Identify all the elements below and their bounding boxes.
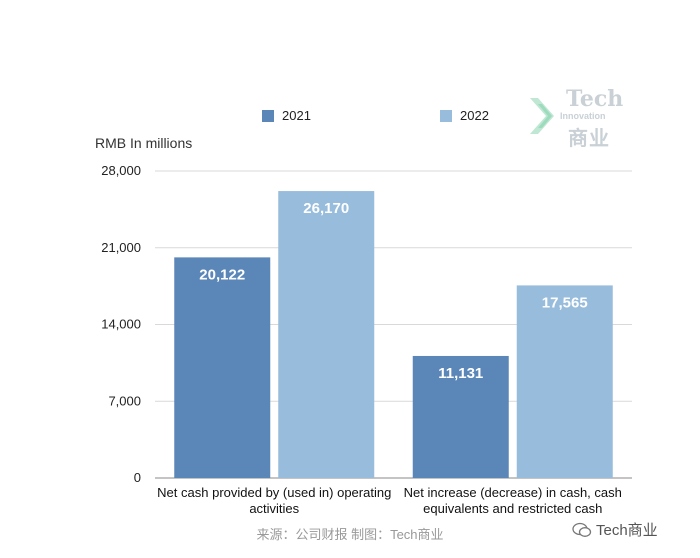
bar-value-label: 11,131 xyxy=(438,365,483,382)
bar-2022-cat0 xyxy=(278,191,375,478)
x-category-label: activities xyxy=(249,501,299,516)
bar-value-label: 17,565 xyxy=(542,294,588,311)
y-axis-ticks: 0 7,000 14,000 21,000 28,000 xyxy=(101,163,141,485)
legend-swatch-2021 xyxy=(262,109,274,122)
watermark: Tech商业 xyxy=(572,519,658,540)
y-tick-label: 7,000 xyxy=(108,393,141,408)
bar-value-label: 26,170 xyxy=(303,200,349,217)
wechat-icon xyxy=(572,522,592,537)
legend-item-2021: 2021 xyxy=(262,108,311,123)
bar-labels: 20,122 26,170 11,131 17,565 xyxy=(199,200,587,382)
source-caption: 来源：公司财报 制图：Tech商业 xyxy=(256,527,444,542)
tech-logo: Tech Innovation 商业 xyxy=(528,86,638,150)
legend-label-2022: 2022 xyxy=(460,108,489,123)
bar-chart: 0 7,000 14,000 21,000 28,000 20,122 26,170 11,… xyxy=(101,163,632,516)
legend-swatch-2022 xyxy=(440,109,452,122)
bar-2022-cat1 xyxy=(516,285,613,478)
legend-item-2022: 2022 xyxy=(440,108,489,123)
logo-cn: 商业 xyxy=(568,128,610,150)
watermark-text: Tech商业 xyxy=(596,522,658,539)
bar-2021-cat0 xyxy=(174,257,271,478)
y-tick-label: 21,000 xyxy=(101,240,141,255)
logo-subtitle: Innovation xyxy=(560,111,606,121)
x-category-label: equivalents and restricted cash xyxy=(423,501,602,516)
legend-label-2021: 2021 xyxy=(282,108,311,123)
y-tick-label: 0 xyxy=(134,470,141,485)
y-tick-label: 28,000 xyxy=(101,163,141,178)
legend: 2021 2022 xyxy=(0,108,700,128)
x-axis-labels: Net cash provided by (used in) operating… xyxy=(157,485,622,516)
bar-2021-cat1 xyxy=(412,355,509,478)
logo-title: Tech xyxy=(566,86,624,112)
bar-value-label: 20,122 xyxy=(199,266,245,283)
unit-label: RMB In millions xyxy=(95,135,193,151)
bars xyxy=(174,191,613,478)
x-category-label: Net cash provided by (used in) operating xyxy=(157,485,391,500)
chevron-logo-icon xyxy=(530,98,554,134)
y-tick-label: 14,000 xyxy=(101,317,141,332)
x-category-label: Net increase (decrease) in cash, cash xyxy=(404,485,622,500)
